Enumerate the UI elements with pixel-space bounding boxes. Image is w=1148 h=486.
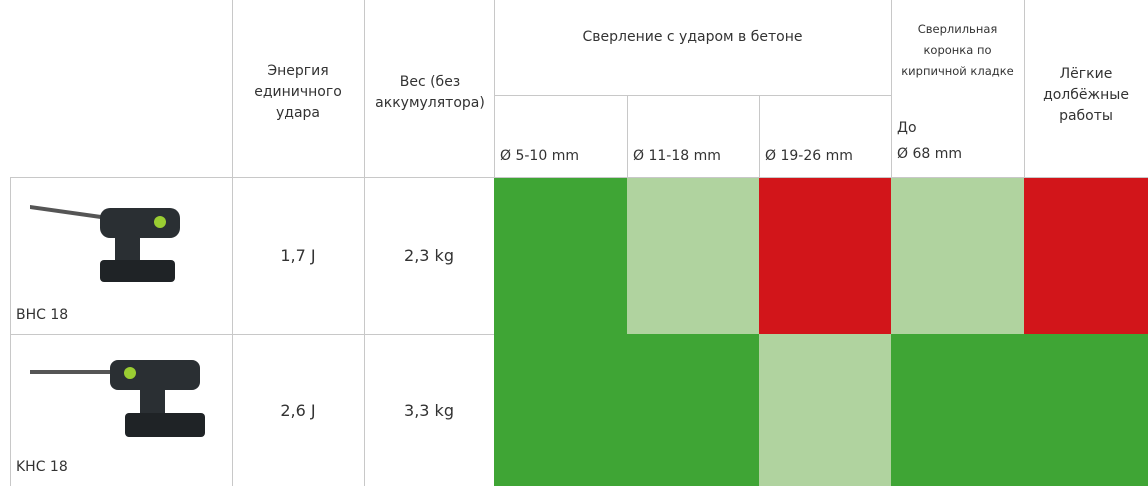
- size-header: До Ø 68 mm: [891, 95, 1024, 177]
- rating-cell: [1024, 334, 1148, 486]
- grid-line: [10, 334, 494, 335]
- header-drilling: Сверление с ударом в бетоне: [494, 0, 891, 95]
- grid-line: [10, 177, 1148, 178]
- product-name: BHC 18: [10, 177, 232, 334]
- size-prefix: До: [897, 115, 917, 141]
- grid-line: [1024, 0, 1025, 177]
- energy-value: 1,7 J: [232, 177, 364, 334]
- header-core-bit: Сверлильная коронка по кирпичной кладке: [891, 0, 1024, 100]
- rating-cell: [494, 177, 627, 334]
- rating-cell: [891, 334, 1024, 486]
- rating-cell: [627, 334, 759, 486]
- rating-cell: [891, 177, 1024, 334]
- rating-cell: [759, 334, 891, 486]
- rating-cell: [627, 177, 759, 334]
- grid-line: [494, 0, 495, 177]
- weight-value: 3,3 kg: [364, 334, 494, 486]
- rating-cell: [1024, 177, 1148, 334]
- size-value: Ø 68 mm: [897, 141, 962, 167]
- rating-cell: [759, 177, 891, 334]
- grid-line: [627, 95, 628, 177]
- weight-value: 2,3 kg: [364, 177, 494, 334]
- grid-line: [10, 177, 11, 486]
- grid-line: [364, 0, 365, 486]
- product-name: KHC 18: [10, 334, 232, 486]
- header-energy: Энергия единичного удара: [240, 40, 356, 145]
- grid-line: [891, 0, 892, 177]
- grid-line: [232, 0, 233, 486]
- size-header: Ø 5-10 mm: [494, 95, 627, 177]
- header-weight: Вес (без аккумулятора): [368, 40, 492, 145]
- rating-cell: [494, 334, 627, 486]
- size-header: Ø 11-18 mm: [627, 95, 759, 177]
- comparison-table: Энергия единичного удара Вес (без аккуму…: [0, 0, 1148, 486]
- header-chiselling: Лёгкие долбёжные работы: [1024, 40, 1148, 150]
- energy-value: 2,6 J: [232, 334, 364, 486]
- grid-line: [494, 95, 891, 96]
- size-header: Ø 19-26 mm: [759, 95, 891, 177]
- grid-line: [759, 95, 760, 177]
